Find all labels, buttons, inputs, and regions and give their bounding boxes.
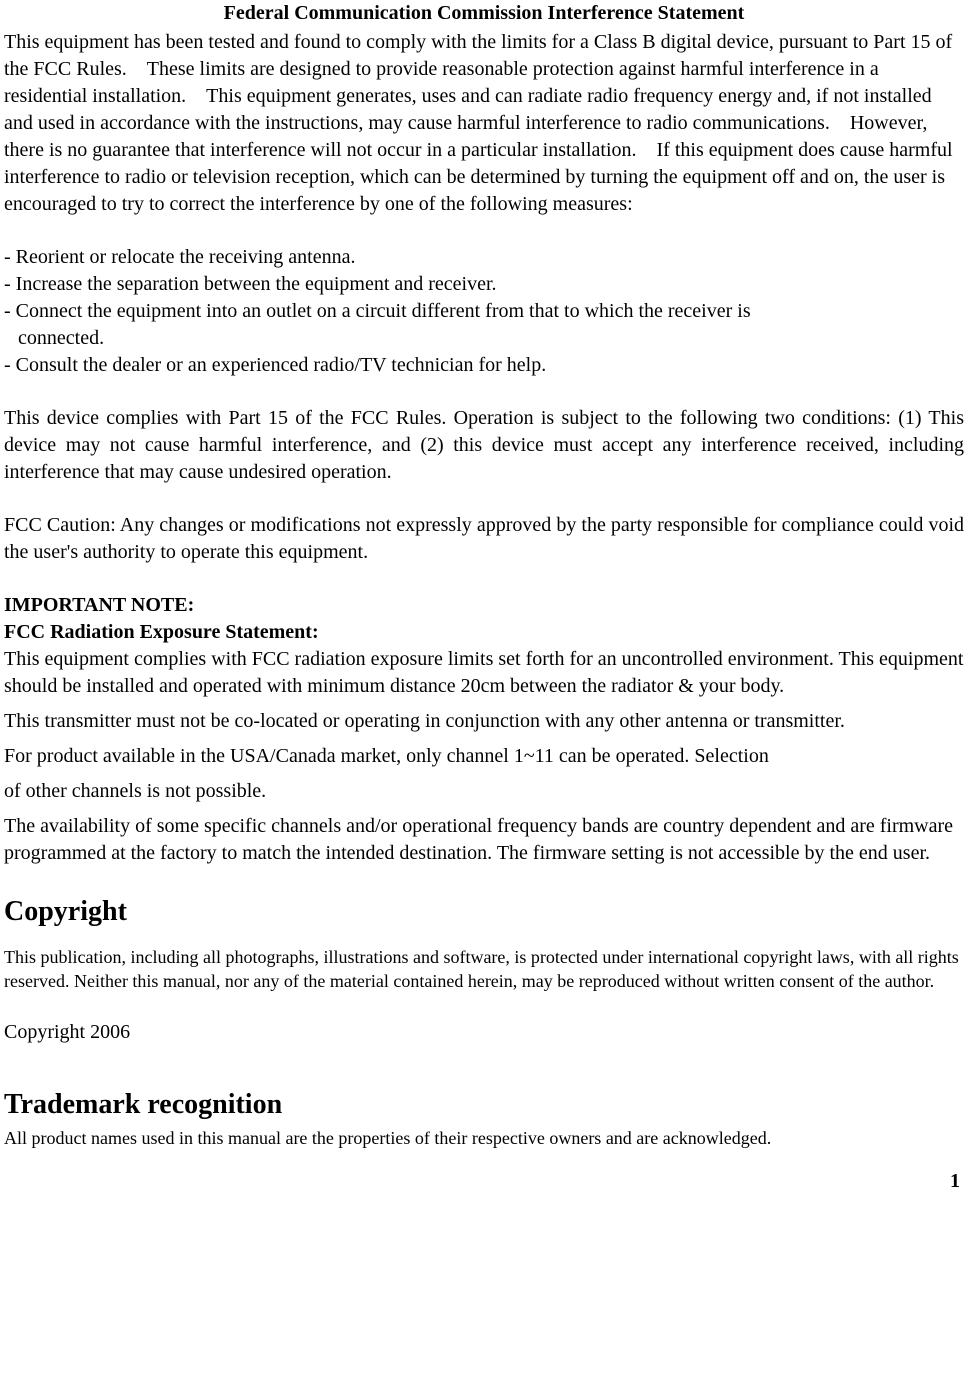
copyright-heading: Copyright (4, 893, 964, 931)
blank-line (4, 993, 964, 1019)
trademark-heading: Trademark recognition (4, 1086, 964, 1124)
copyright-body: This publication, including all photogra… (4, 945, 964, 994)
availability-paragraph: The availability of some specific channe… (4, 813, 964, 867)
blank-line (4, 566, 964, 592)
radiation-exposure-body: This equipment complies with FCC radiati… (4, 646, 964, 700)
channels-paragraph-line1: For product available in the USA/Canada … (4, 743, 964, 770)
blank-line (4, 486, 964, 512)
trademark-body: All product names used in this manual ar… (4, 1126, 964, 1150)
bullet-outlet: - Connect the equipment into an outlet o… (4, 298, 964, 325)
blank-line (4, 931, 964, 945)
radiation-exposure-heading: FCC Radiation Exposure Statement: (4, 619, 964, 646)
bullet-reorient: - Reorient or relocate the receiving ant… (4, 244, 964, 271)
intro-paragraph: This equipment has been tested and found… (4, 29, 964, 218)
part15-paragraph: This device complies with Part 15 of the… (4, 405, 964, 486)
blank-line (4, 379, 964, 405)
important-note-label: IMPORTANT NOTE: (4, 592, 964, 619)
blank-line (4, 218, 964, 244)
page-number: 1 (4, 1168, 964, 1195)
channels-paragraph-line2: of other channels is not possible. (4, 778, 964, 805)
fcc-statement-title: Federal Communication Commission Interfe… (4, 0, 964, 27)
bullet-separation: - Increase the separation between the eq… (4, 271, 964, 298)
blank-line (4, 867, 964, 893)
bullet-outlet-cont: connected. (4, 325, 964, 352)
blank-line (4, 1072, 964, 1086)
copyright-year: Copyright 2006 (4, 1019, 964, 1046)
fcc-caution-paragraph: FCC Caution: Any changes or modification… (4, 512, 964, 566)
bullet-consult: - Consult the dealer or an experienced r… (4, 352, 964, 379)
blank-line (4, 1046, 964, 1072)
transmitter-paragraph: This transmitter must not be co-located … (4, 708, 964, 735)
